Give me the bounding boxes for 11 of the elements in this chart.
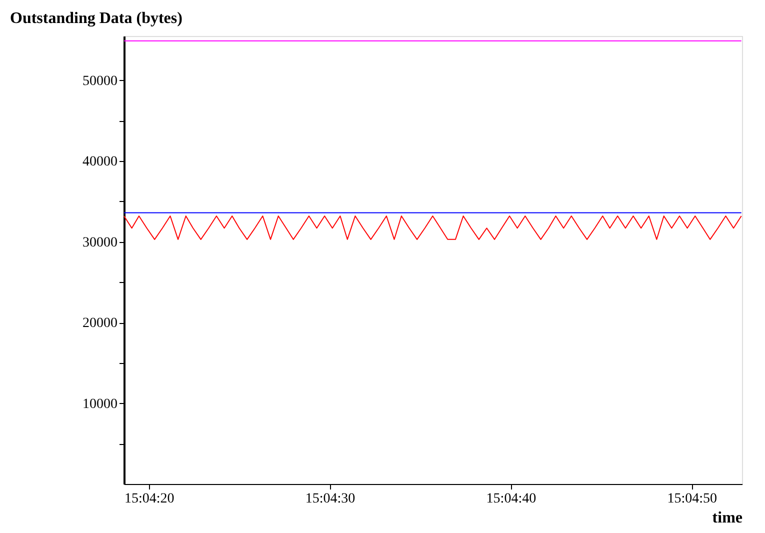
y-tick-label: 50000 (82, 74, 118, 89)
x-tick-label: 15:04:40 (486, 492, 536, 506)
y-tick-label: 10000 (82, 396, 118, 412)
y-tick-label: 20000 (82, 316, 118, 332)
y-tick-label: 30000 (82, 235, 118, 250)
chart-title: Outstanding Data (bytes) (10, 10, 182, 27)
x-tick-label: 15:04:20 (124, 492, 174, 506)
x-tick-label: 15:04:50 (667, 492, 717, 506)
x-tick-label: 15:04:30 (305, 492, 356, 506)
x-axis-title: time (712, 510, 742, 526)
y-tick-label: 40000 (82, 154, 118, 170)
